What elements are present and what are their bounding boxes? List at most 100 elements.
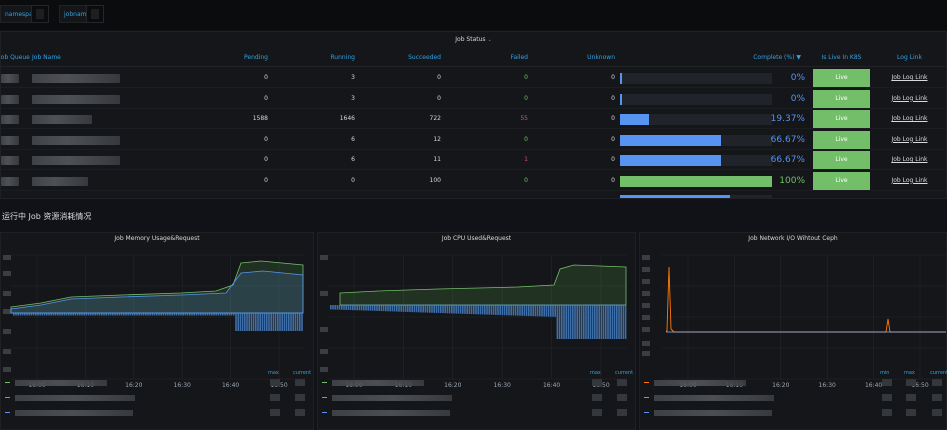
legend-col-header[interactable]: max	[590, 370, 601, 376]
cpu-bar	[420, 305, 422, 313]
legend-item[interactable]	[644, 393, 944, 402]
memory-bar	[191, 313, 193, 316]
job-log-link[interactable]: Job Log Link	[891, 115, 928, 122]
running-cell: 0	[351, 176, 355, 184]
legend-col-header[interactable]: max	[268, 370, 279, 376]
network-graph-title[interactable]: Job Network I/O Wihtout Ceph	[748, 235, 838, 242]
col-job-queue[interactable]: Job Queue	[0, 54, 30, 61]
graph-canvas[interactable]	[318, 233, 637, 383]
legend-item[interactable]	[322, 408, 633, 417]
cpu-bar	[378, 305, 380, 312]
graph-canvas[interactable]	[640, 233, 947, 383]
table-row[interactable]	[1, 191, 946, 198]
job-log-link[interactable]: Job Log Link	[891, 176, 928, 184]
job-log-link[interactable]: Job Log Link	[891, 74, 928, 81]
jobname-select[interactable]	[86, 5, 104, 23]
job-status-title[interactable]: Job Status ⌄	[455, 36, 492, 43]
cpu-graph-title[interactable]: Job CPU Used&Request	[441, 235, 512, 242]
memory-bar	[156, 313, 158, 316]
unknown-cell: 0	[611, 135, 615, 143]
col-live[interactable]: Is Live In K8S	[821, 54, 862, 61]
memory-bar	[255, 313, 257, 331]
legend-col-header[interactable]: current	[930, 370, 947, 376]
legend-item[interactable]	[5, 408, 311, 417]
cpu-bar	[356, 305, 358, 311]
legend-col-header[interactable]: current	[615, 370, 634, 376]
y-tick-label	[642, 291, 650, 296]
memory-bar	[217, 313, 220, 316]
table-row[interactable]: 1588 1646 722 55 0 19.37% Live Job Log Link	[1, 109, 946, 129]
series-value	[592, 409, 602, 416]
y-tick-label	[642, 315, 650, 320]
memory-bar	[285, 313, 288, 331]
y-tick-label	[3, 291, 11, 296]
memory-bar	[294, 313, 297, 331]
legend-item[interactable]	[322, 393, 633, 402]
succeeded-cell: 100	[429, 176, 441, 184]
job-log-link[interactable]: Job Log Link	[891, 135, 928, 143]
col-unknown[interactable]: Unknown	[587, 54, 615, 61]
failed-cell: 0	[524, 176, 528, 184]
legend-col-header[interactable]: min	[880, 370, 890, 376]
memory-bar	[59, 313, 61, 316]
memory-bar	[246, 313, 248, 331]
legend-item[interactable]	[644, 378, 944, 387]
legend-item[interactable]	[5, 393, 311, 402]
legend-col-header[interactable]: current	[293, 370, 312, 376]
job-queue-cell	[1, 94, 19, 104]
col-complete[interactable]: Complete (%) ▼	[753, 54, 801, 61]
section-title[interactable]: 运行中 Job 资源消耗情况	[2, 212, 92, 221]
memory-bar	[268, 313, 270, 331]
col-pending[interactable]: Pending	[244, 54, 268, 61]
memory-bar	[241, 313, 244, 331]
job-log-link[interactable]: Job Log Link	[891, 94, 928, 102]
x-tick-label: 16:30	[173, 382, 191, 389]
failed-cell: 0	[524, 135, 528, 143]
namespace-select[interactable]	[31, 5, 49, 23]
table-row[interactable]: 0 3 0 0 0 0% Live Job Log Link	[1, 68, 946, 88]
cpu-bar	[545, 305, 548, 317]
cpu-bar	[481, 305, 484, 315]
table-row[interactable]: 0 0 100 0 0 100% Live Job Log Link	[1, 171, 946, 191]
memory-bar	[134, 313, 136, 316]
legend-item[interactable]	[5, 378, 311, 387]
legend-item[interactable]	[644, 408, 944, 417]
pending-cell: 0	[264, 176, 268, 184]
table-row[interactable]: 0 3 0 0 0 0% Live Job Log Link	[1, 89, 946, 109]
series-value	[617, 409, 627, 416]
cpu-bar	[396, 305, 398, 312]
memory-graph-title[interactable]: Job Memory Usage&Request	[114, 235, 200, 242]
cpu-bar	[334, 305, 336, 310]
series-value	[295, 394, 305, 401]
legend-item[interactable]	[322, 378, 633, 387]
table-row[interactable]: 0 6 12 0 0 66.67% Live Job Log Link	[1, 130, 946, 150]
cpu-bar	[591, 305, 594, 339]
series-name	[15, 410, 133, 416]
cpu-bar	[550, 305, 552, 317]
cpu-bar	[536, 305, 539, 317]
legend-col-header[interactable]: max	[904, 370, 915, 376]
series-name	[654, 380, 746, 386]
job-log-link[interactable]: Job Log Link	[891, 156, 928, 163]
col-running[interactable]: Running	[330, 54, 355, 61]
cpu-bar	[547, 305, 550, 317]
cpu-negative-series	[330, 305, 627, 339]
cpu-bar	[521, 305, 523, 316]
graph-canvas[interactable]	[1, 233, 315, 383]
col-job-name[interactable]: Job Name	[32, 54, 61, 61]
memory-bar	[301, 313, 303, 331]
y-tick-label	[320, 349, 328, 354]
memory-bar	[46, 313, 48, 316]
col-succeeded[interactable]: Succeeded	[408, 54, 441, 61]
cpu-bar	[569, 305, 572, 339]
cpu-bar	[609, 305, 611, 339]
cpu-bar	[455, 305, 457, 314]
cpu-bar	[517, 305, 519, 316]
memory-bar	[235, 313, 237, 331]
cpu-bar	[367, 305, 369, 311]
succeeded-cell: 12	[433, 135, 441, 143]
col-failed[interactable]: Failed	[510, 54, 528, 61]
table-row[interactable]: 0 6 11 1 0 66.67% Live Job Log Link	[1, 150, 946, 170]
col-log[interactable]: Log Link	[897, 54, 922, 61]
cpu-bar	[534, 305, 537, 317]
